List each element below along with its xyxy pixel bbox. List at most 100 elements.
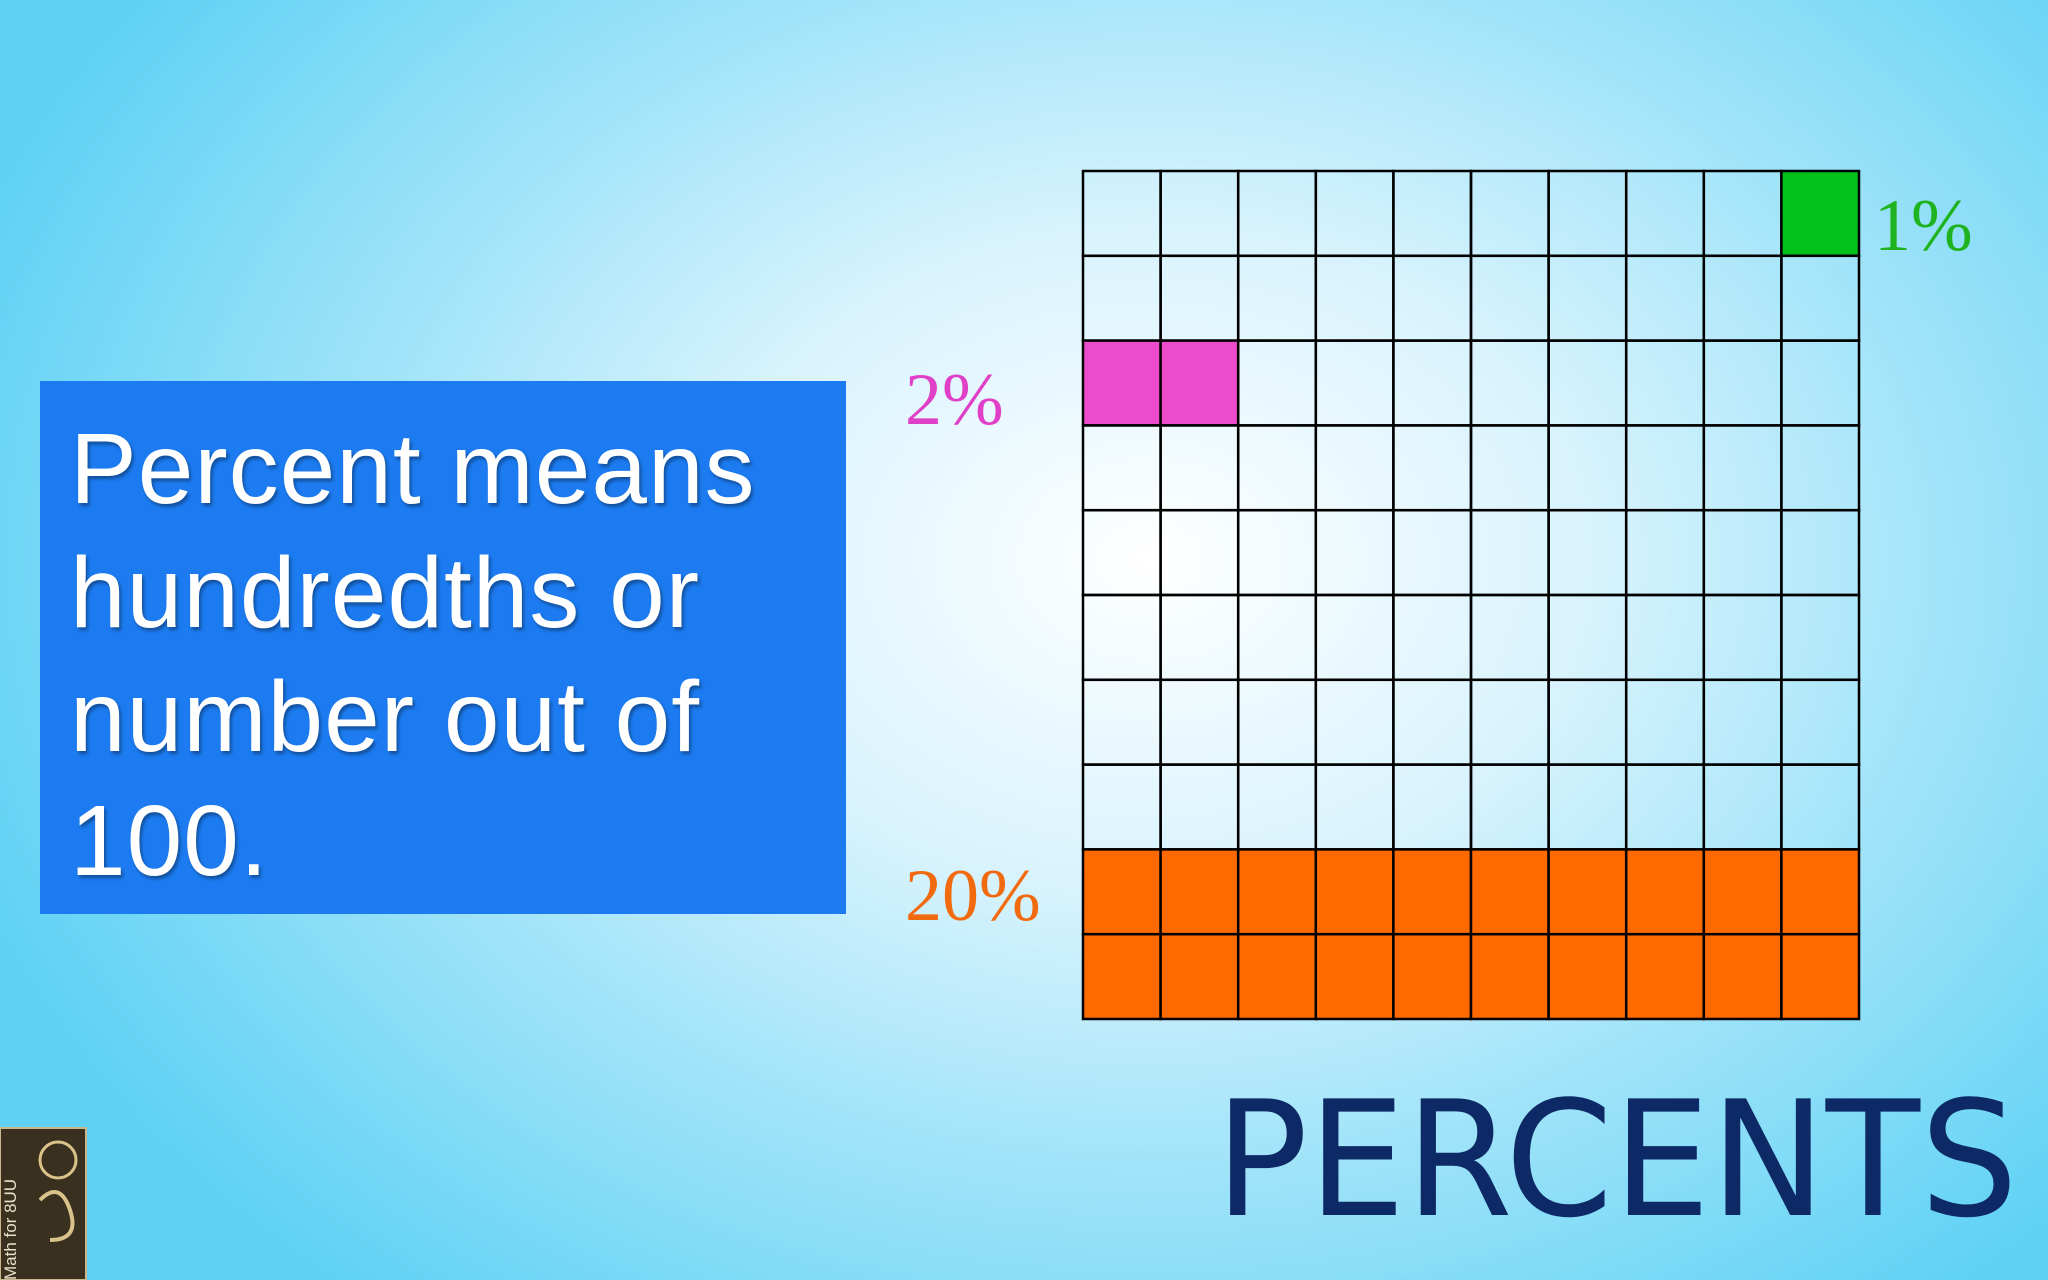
grid-cell	[1780, 508, 1861, 597]
grid-cell	[1236, 169, 1318, 258]
grid-cell	[1159, 424, 1240, 512]
grid-cell	[1547, 254, 1628, 342]
definition-line: Percent means	[70, 413, 756, 525]
grid-cell	[1236, 848, 1318, 936]
definition-box: Percent means hundredths or number out o…	[40, 381, 846, 914]
grid-cell	[1469, 254, 1550, 342]
grid-cell	[1314, 932, 1395, 1021]
grid-cell	[1624, 254, 1706, 342]
grid-cell	[1624, 763, 1706, 851]
grid-cell	[1469, 932, 1550, 1021]
grid-cell	[1702, 254, 1783, 342]
grid-cell	[1780, 169, 1861, 258]
logo: Math for 8UU	[0, 1127, 87, 1280]
grid-cell	[1702, 678, 1783, 766]
grid-cell	[1702, 932, 1783, 1021]
grid-cell	[1702, 848, 1783, 936]
slide-title: PERCENTS	[1215, 1066, 2018, 1253]
grid-cell	[1159, 339, 1240, 427]
grid-cell	[1314, 593, 1395, 682]
grid-cell	[1547, 169, 1628, 258]
grid-cell	[1780, 763, 1861, 851]
grid-cell	[1624, 932, 1706, 1021]
grid-cell	[1469, 169, 1550, 258]
grid-cell	[1392, 678, 1473, 766]
grid-cell	[1702, 593, 1783, 682]
grid-cell	[1392, 593, 1473, 682]
hundred-grid	[1081, 169, 1861, 1021]
logo-shape	[38, 1190, 75, 1242]
grid-cell	[1547, 848, 1628, 936]
grid-cell	[1236, 593, 1318, 682]
grid-cell	[1624, 424, 1706, 512]
grid-cell	[1780, 593, 1861, 682]
grid-cell	[1314, 508, 1395, 597]
grid-cell	[1236, 763, 1318, 851]
grid-cell	[1392, 932, 1473, 1021]
grid-cell	[1081, 508, 1162, 597]
grid-cell	[1314, 339, 1395, 427]
grid-cell	[1624, 593, 1706, 682]
grid-cell	[1624, 848, 1706, 936]
grid-cell	[1081, 678, 1162, 766]
grid-cell	[1469, 763, 1550, 851]
grid-cell	[1236, 508, 1318, 597]
grid-cell	[1159, 848, 1240, 936]
grid-cell	[1547, 339, 1628, 427]
grid-cell	[1469, 508, 1550, 597]
grid-cell	[1547, 508, 1628, 597]
grid-cell	[1547, 678, 1628, 766]
grid-cell	[1314, 678, 1395, 766]
grid-cell	[1081, 169, 1162, 258]
grid-cell	[1547, 424, 1628, 512]
grid-cell	[1702, 763, 1783, 851]
label-two-percent: 2%	[905, 359, 1004, 441]
grid-cell	[1780, 339, 1861, 427]
grid-cell	[1236, 424, 1318, 512]
definition-line: 100.	[70, 785, 269, 897]
grid-cell	[1624, 678, 1706, 766]
grid-cell	[1469, 593, 1550, 682]
grid-cell	[1702, 339, 1783, 427]
definition-line: number out of	[70, 661, 701, 773]
grid-cell	[1236, 339, 1318, 427]
label-one-percent: 1%	[1874, 185, 1973, 267]
grid-cell	[1159, 678, 1240, 766]
label-twenty-percent: 20%	[905, 855, 1041, 937]
grid-cell	[1469, 848, 1550, 936]
definition-line: hundredths or	[70, 537, 701, 649]
grid-cell	[1159, 254, 1240, 342]
grid-cell	[1314, 763, 1395, 851]
grid-cell	[1159, 932, 1240, 1021]
grid-cell	[1236, 254, 1318, 342]
grid-cell	[1702, 424, 1783, 512]
grid-cell	[1624, 508, 1706, 597]
logo-box	[0, 1127, 87, 1280]
grid-cell	[1780, 678, 1861, 766]
grid-cell	[1392, 848, 1473, 936]
grid-cell	[1780, 424, 1861, 512]
grid-cell	[1547, 763, 1628, 851]
grid-cell	[1236, 932, 1318, 1021]
grid-cell	[1392, 339, 1473, 427]
grid-cell	[1314, 254, 1395, 342]
grid-cell	[1469, 424, 1550, 512]
grid-cell	[1469, 339, 1550, 427]
grid-cell	[1702, 169, 1783, 258]
grid-cell	[1314, 424, 1395, 512]
grid-cell	[1392, 254, 1473, 342]
grid-cell	[1159, 508, 1240, 597]
grid-cell	[1392, 763, 1473, 851]
grid-cell	[1159, 593, 1240, 682]
grid-cell	[1081, 254, 1162, 342]
logo-shape	[38, 1140, 78, 1180]
grid-cell	[1081, 593, 1162, 682]
grid-cell	[1392, 508, 1473, 597]
grid-cell	[1780, 848, 1861, 936]
grid-cell	[1081, 932, 1162, 1021]
grid-cell	[1624, 169, 1706, 258]
grid-cell	[1624, 339, 1706, 427]
grid-cell	[1780, 932, 1861, 1021]
